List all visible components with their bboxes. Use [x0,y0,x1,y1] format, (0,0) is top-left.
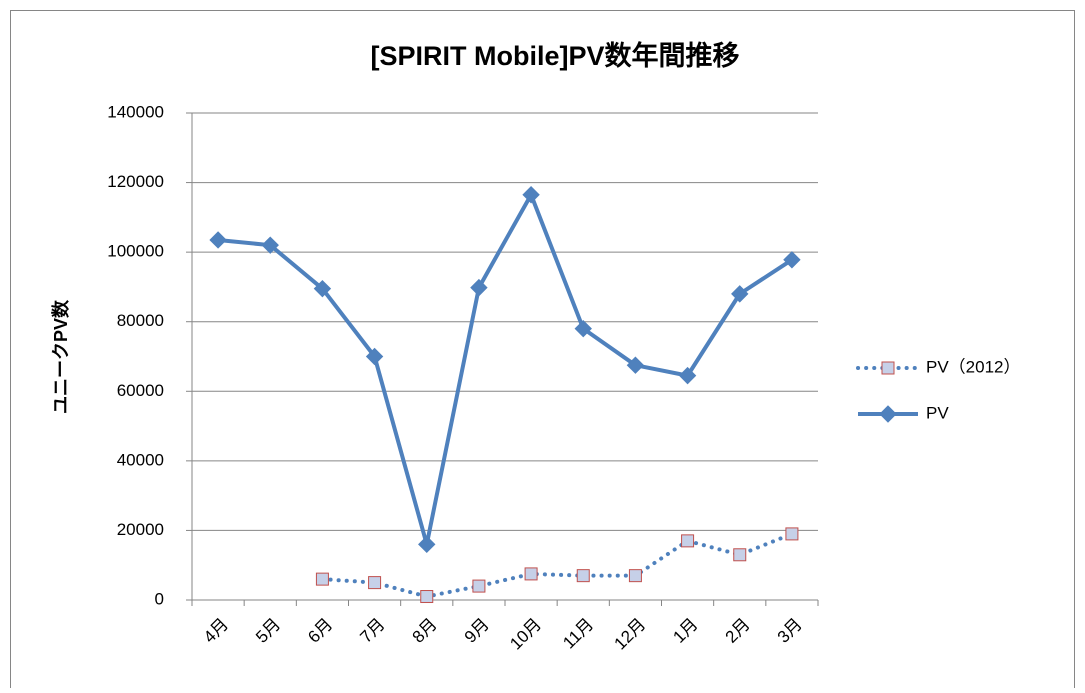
series-line [320,531,794,599]
data-point [365,347,384,366]
data-point [261,236,279,254]
y-tick-label: 20000 [117,520,164,539]
data-point [420,590,434,604]
legend-marker [879,405,897,423]
series-line [217,192,794,547]
legend-label: PV（2012） [926,357,1021,376]
data-point [209,231,227,249]
data-point [418,535,436,554]
data-point [574,319,592,338]
y-tick-label: 60000 [117,381,164,400]
data-point [681,534,695,548]
data-point [626,356,645,374]
data-point [313,279,332,298]
data-point [368,576,382,590]
chart-border [10,10,1075,693]
y-tick-label: 100000 [107,242,164,261]
data-point [628,569,642,583]
chart-title: [SPIRIT Mobile]PV数年間推移 [370,40,739,71]
legend-marker [881,361,895,375]
legend-label: PV [926,403,949,422]
data-point [522,186,540,204]
data-point [315,572,329,586]
data-point [785,527,799,541]
data-point [733,548,747,562]
data-point [576,569,590,583]
data-point [783,251,801,269]
data-point [524,567,538,581]
y-tick-label: 120000 [107,172,164,191]
y-tick-label: 80000 [117,311,164,330]
y-tick-label: 140000 [107,102,164,121]
data-point [678,366,697,385]
y-tick-label: 40000 [117,450,164,469]
data-point [731,285,749,303]
data-point [472,579,486,593]
y-tick-label: 0 [155,589,164,608]
data-point [470,278,488,297]
y-axis-label: ユニークPV数 [50,299,71,414]
